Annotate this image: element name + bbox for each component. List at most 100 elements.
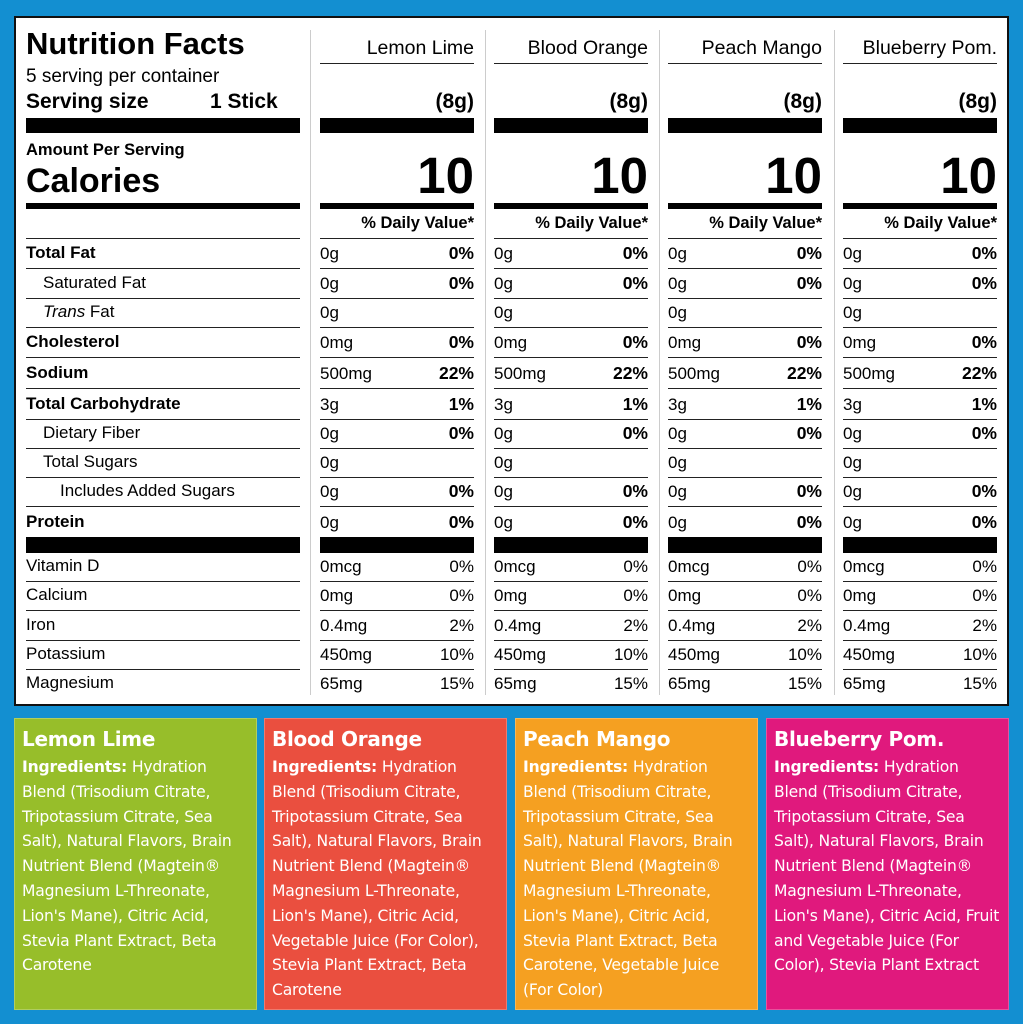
nutrient-amount: 0g xyxy=(668,513,687,532)
nutrient-label: Total Carbohydrate xyxy=(26,394,181,414)
nutrient-amount: 500mg xyxy=(843,364,895,383)
nutrient-amount: 0g xyxy=(843,274,862,293)
ingredients-box: Lemon Lime Ingredients: Hydration Blend (… xyxy=(14,718,257,1010)
ingredients-label: Ingredients: xyxy=(774,758,880,776)
flavor-name: Lemon Lime xyxy=(366,37,474,59)
nutrient-amount: 0g xyxy=(494,274,513,293)
nutrient-label-text: Total Fat xyxy=(26,243,96,262)
nutrient-amount: 0g xyxy=(320,303,339,322)
nutrient-daily-value: 0% xyxy=(448,481,474,501)
vitamin-label: Iron xyxy=(26,615,56,634)
nutrient-label-text: Total Sugars xyxy=(43,452,138,471)
row-divider xyxy=(668,581,822,582)
vitamin-daily-value: 0% xyxy=(972,557,997,576)
row-divider xyxy=(668,640,822,641)
row-divider xyxy=(668,327,822,328)
serving-weight: (8g) xyxy=(609,90,649,113)
nutrient-daily-value: 0% xyxy=(796,481,822,501)
calories-value: 10 xyxy=(417,147,474,204)
nutrient-label-italic: Trans xyxy=(43,302,86,321)
vitamin-daily-value: 2% xyxy=(449,616,474,635)
vitamin-amount: 0mcg xyxy=(320,557,362,576)
nutrient-daily-value: 0% xyxy=(622,481,648,501)
vitamin-label: Calcium xyxy=(26,585,88,604)
row-divider xyxy=(494,448,648,449)
vitamin-daily-value: 15% xyxy=(787,674,822,693)
nutrient-daily-value: 1% xyxy=(448,394,474,414)
row-divider xyxy=(26,448,300,449)
nutrient-amount: 0g xyxy=(843,244,862,263)
row-divider xyxy=(668,298,822,299)
nutrient-amount: 0g xyxy=(668,482,687,501)
ingredients-list: Hydration Blend (Trisodium Citrate, Trip… xyxy=(774,758,1000,975)
calories-label: Calories xyxy=(26,162,161,200)
vitamin-amount: 0mg xyxy=(843,586,877,605)
nutrient-amount: 0g xyxy=(668,303,687,322)
nutrient-label-text: Sodium xyxy=(26,363,89,382)
vitamin-daily-value: 0% xyxy=(623,557,648,576)
nutrient-amount: 3g xyxy=(320,395,339,414)
row-divider xyxy=(26,610,300,611)
vitamin-daily-value: 0% xyxy=(797,586,822,605)
nutrient-label-text: Includes Added Sugars xyxy=(60,481,235,500)
vitamin-amount: 450mg xyxy=(494,645,546,664)
vitamin-daily-value: 10% xyxy=(787,645,822,664)
row-divider xyxy=(843,327,997,328)
row-divider xyxy=(668,448,822,449)
vitamin-daily-value: 15% xyxy=(613,674,648,693)
divider xyxy=(668,63,822,64)
divider xyxy=(843,238,997,239)
nutrient-amount: 0g xyxy=(843,453,862,472)
nutrient-label-text: Cholesterol xyxy=(26,332,120,351)
nutrient-daily-value: 0% xyxy=(448,332,474,352)
row-divider xyxy=(320,610,474,611)
column-separator xyxy=(659,30,660,695)
nutrition-facts-title: Nutrition Facts xyxy=(26,26,245,61)
nutrient-amount: 0g xyxy=(843,303,862,322)
row-divider xyxy=(843,357,997,358)
nutrient-amount: 0g xyxy=(494,513,513,532)
vitamin-daily-value: 10% xyxy=(613,645,648,664)
vitamin-amount: 450mg xyxy=(320,645,372,664)
divider xyxy=(494,63,648,64)
vitamin-amount: 0.4mg xyxy=(668,616,716,635)
nutrient-daily-value: 0% xyxy=(796,243,822,263)
nutrient-daily-value: 1% xyxy=(796,394,822,414)
nutrient-amount: 3g xyxy=(668,395,687,414)
nutrient-daily-value: 0% xyxy=(448,512,474,532)
vitamin-amount: 0.4mg xyxy=(494,616,542,635)
ingredients-box: Blueberry Pom. Ingredients: Hydration Ble… xyxy=(766,718,1009,1010)
nutrient-daily-value: 0% xyxy=(796,332,822,352)
nutrient-amount: 0g xyxy=(668,274,687,293)
ingredients-text: Ingredients: Hydration Blend (Trisodium … xyxy=(22,755,249,978)
nutrient-amount: 0g xyxy=(843,424,862,443)
nutrient-amount: 0g xyxy=(843,513,862,532)
serving-weight: (8g) xyxy=(435,90,475,113)
ingredients-text: Ingredients: Hydration Blend (Trisodium … xyxy=(774,755,1001,978)
row-divider xyxy=(843,268,997,269)
vitamin-amount: 0mg xyxy=(668,586,702,605)
vitamin-amount: 450mg xyxy=(843,645,895,664)
nutrient-daily-value: 0% xyxy=(971,512,997,532)
medium-divider xyxy=(320,203,474,209)
flavor-name: Blood Orange xyxy=(527,37,648,59)
nutrient-label: Protein xyxy=(26,512,85,532)
thick-divider xyxy=(26,537,300,553)
nutrient-daily-value: 22% xyxy=(438,363,474,383)
vitamin-daily-value: 0% xyxy=(449,586,474,605)
nutrient-daily-value: 0% xyxy=(971,481,997,501)
row-divider xyxy=(668,506,822,507)
nutrient-amount: 0g xyxy=(320,424,339,443)
row-divider xyxy=(843,581,997,582)
nutrient-amount: 0g xyxy=(494,453,513,472)
nutrient-label: Trans Fat xyxy=(43,302,115,322)
flavor-name: Blueberry Pom. xyxy=(862,37,997,59)
nutrient-amount: 0g xyxy=(320,453,339,472)
thick-divider xyxy=(843,537,997,553)
vitamin-amount: 65mg xyxy=(843,674,886,693)
flavor-heading: Lemon Lime xyxy=(22,727,156,751)
nutrient-amount: 0g xyxy=(494,482,513,501)
vitamin-daily-value: 2% xyxy=(972,616,997,635)
row-divider xyxy=(843,477,997,478)
nutrient-amount: 500mg xyxy=(494,364,546,383)
